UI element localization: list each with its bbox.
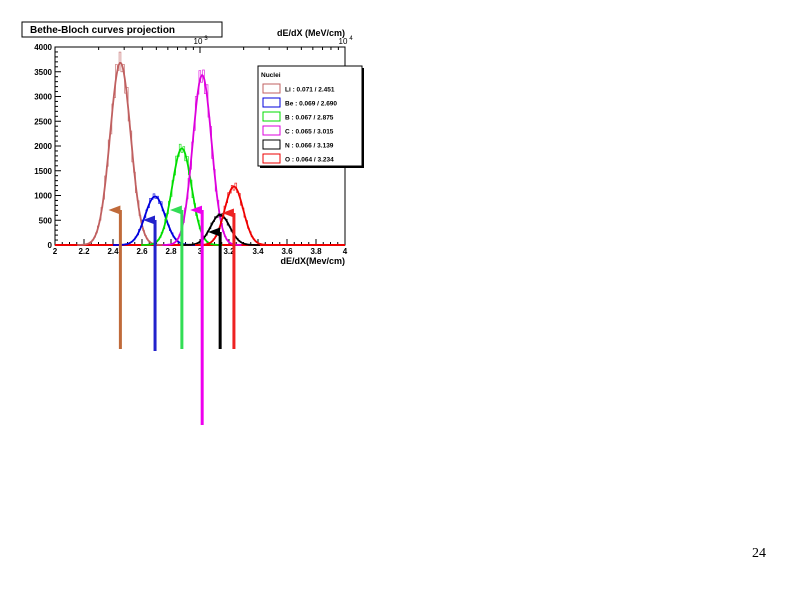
x-tick-label: 3: [198, 247, 203, 256]
legend-label: B : 0.067 / 2.875: [285, 115, 334, 122]
y-tick-label: 2000: [34, 142, 52, 151]
chart-title: Bethe-Bloch curves projection: [30, 25, 175, 36]
top-tick-label: 10: [194, 37, 203, 46]
page-number: 24: [752, 546, 766, 561]
legend-swatch: [262, 97, 281, 108]
y-tick-label: 1500: [34, 167, 52, 176]
top-tick-exponent: 4: [349, 36, 353, 42]
legend: Nuclei Li : 0.071 / 2.451 Be : 0.069 / 2.…: [257, 65, 364, 168]
x-tick-label: 3.4: [252, 247, 264, 256]
y-tick-label: 1000: [34, 192, 52, 201]
x-tick-label: 2.4: [107, 247, 119, 256]
fit-curve: [162, 74, 242, 246]
x-tick-label: 3.8: [310, 247, 322, 256]
mean-arrows: [108, 205, 236, 425]
x-tick-label: 4: [343, 247, 348, 256]
x-tick-label: 2.2: [78, 247, 90, 256]
fit-curve: [180, 213, 260, 246]
legend-label: O : 0.064 / 3.234: [285, 157, 334, 164]
legend-swatch: [262, 83, 281, 94]
top-axis-label: dE/dX (MeV/cm): [277, 28, 345, 38]
legend-label: Li : 0.071 / 2.451: [285, 87, 335, 94]
legend-title: Nuclei: [261, 72, 281, 79]
y-tick-label: 4000: [34, 43, 52, 52]
y-tick-label: 3500: [34, 68, 52, 77]
fit-curve: [77, 62, 164, 246]
x-tick-label: 3.6: [281, 247, 293, 256]
legend-label: Be : 0.069 / 2.690: [285, 101, 337, 108]
x-tick-label: 2.8: [165, 247, 177, 256]
legend-swatch: [262, 139, 281, 150]
fit-curve: [195, 185, 273, 246]
top-tick-exponent: 3: [204, 36, 208, 42]
x-tick-label: 3.2: [223, 247, 235, 256]
legend-swatch: [262, 125, 281, 136]
x-tick-label: 2.6: [136, 247, 148, 256]
y-tick-label: 3000: [34, 93, 52, 102]
x-axis-label: dE/dX(Mev/cm): [280, 256, 345, 266]
y-tick-label: 500: [39, 216, 53, 225]
y-tick-label: 2500: [34, 117, 52, 126]
y-tick-label: 0: [48, 241, 53, 250]
legend-label: C : 0.065 / 3.015: [285, 129, 334, 136]
x-tick-label: 2: [53, 247, 58, 256]
top-tick-label: 10: [339, 37, 348, 46]
legend-swatch: [262, 111, 281, 122]
legend-swatch: [262, 153, 281, 164]
legend-label: N : 0.066 / 3.139: [285, 143, 334, 150]
chart-title-box: Bethe-Bloch curves projection: [21, 21, 223, 38]
